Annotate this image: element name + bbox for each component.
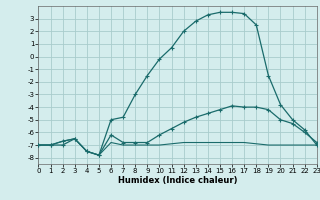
X-axis label: Humidex (Indice chaleur): Humidex (Indice chaleur) xyxy=(118,176,237,185)
